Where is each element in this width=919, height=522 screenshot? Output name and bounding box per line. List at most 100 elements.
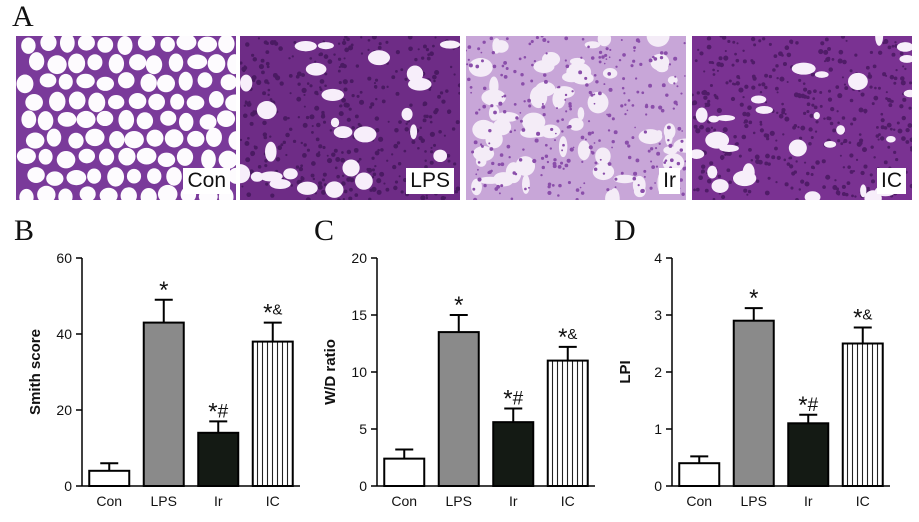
nucleus (634, 77, 638, 80)
nucleus (655, 165, 659, 168)
nucleus (695, 187, 700, 192)
nucleus (823, 60, 827, 63)
nucleus (429, 131, 435, 137)
nucleus (383, 182, 386, 185)
airspace (305, 62, 327, 76)
alveolus (97, 36, 114, 53)
nucleus (587, 45, 590, 49)
nucleus (269, 135, 272, 138)
nucleus (265, 50, 270, 55)
nucleus (542, 112, 546, 117)
nucleus (627, 99, 631, 102)
nucleus (492, 64, 497, 69)
nucleus (731, 63, 735, 67)
nucleus (344, 47, 350, 53)
nucleus (315, 137, 320, 142)
nucleus (739, 102, 744, 107)
nucleus (672, 107, 675, 110)
nucleus (371, 168, 375, 172)
nucleus (710, 126, 714, 129)
nucleus (902, 97, 907, 102)
airspace (716, 115, 736, 122)
airspace (569, 57, 585, 65)
nucleus (319, 88, 323, 92)
nucleus (870, 145, 874, 149)
nucleus (827, 89, 832, 93)
nucleus (668, 143, 673, 148)
nucleus (337, 42, 341, 45)
nucleus (684, 160, 686, 163)
nucleus (409, 103, 413, 107)
nucleus (519, 119, 523, 123)
nucleus (385, 187, 390, 192)
nucleus (800, 125, 806, 131)
nucleus (842, 166, 846, 169)
nucleus (602, 172, 606, 175)
nucleus (374, 150, 380, 156)
nucleus (502, 110, 507, 114)
nucleus (713, 128, 717, 132)
nucleus (706, 44, 712, 50)
nucleus (561, 130, 564, 133)
nucleus (240, 138, 243, 142)
nucleus (425, 47, 430, 52)
nucleus (373, 82, 376, 85)
nucleus (261, 70, 265, 75)
nucleus (641, 91, 645, 95)
airspace (886, 135, 896, 143)
airspace (695, 107, 708, 123)
nucleus (349, 79, 354, 84)
nucleus (605, 58, 608, 60)
nucleus (381, 85, 386, 90)
nucleus (725, 150, 730, 156)
nucleus (891, 44, 895, 48)
nucleus (703, 95, 708, 100)
nucleus (635, 158, 640, 163)
nucleus (267, 81, 270, 85)
nucleus (624, 140, 629, 145)
alveolus (66, 170, 87, 186)
nucleus (863, 164, 868, 169)
x-tick-label: Ir (214, 493, 223, 509)
nucleus (699, 51, 704, 56)
nucleus (856, 141, 862, 147)
nucleus (477, 47, 481, 51)
nucleus (660, 108, 665, 113)
nucleus (673, 56, 678, 61)
nucleus (468, 63, 473, 68)
nucleus (404, 77, 408, 81)
alveolus (79, 186, 96, 200)
nucleus (702, 89, 708, 95)
micrograph-ir: Ir (466, 36, 686, 200)
nucleus (417, 48, 420, 51)
alveolus (68, 53, 86, 74)
nucleus (343, 189, 348, 194)
nucleus (318, 144, 323, 149)
nucleus (732, 82, 735, 86)
alveolus (68, 91, 86, 110)
significance-label: * (749, 285, 758, 312)
airspace (408, 77, 432, 91)
nucleus (849, 153, 854, 158)
nucleus (637, 184, 640, 187)
nucleus (712, 68, 715, 72)
nucleus (810, 136, 814, 140)
alveolus (208, 91, 224, 108)
nucleus (674, 75, 677, 78)
nucleus (764, 190, 770, 196)
nucleus (594, 161, 598, 165)
nucleus (599, 158, 602, 161)
nucleus (557, 194, 560, 197)
nucleus (909, 81, 912, 85)
nucleus (727, 39, 731, 44)
airspace (353, 126, 377, 143)
alveolus (56, 151, 76, 169)
nucleus (528, 104, 532, 108)
nucleus (840, 36, 846, 39)
airspace (520, 127, 541, 138)
nucleus (478, 108, 481, 111)
nucleus (901, 136, 906, 141)
nucleus (296, 96, 302, 102)
nucleus (622, 53, 626, 57)
nucleus (776, 91, 779, 94)
